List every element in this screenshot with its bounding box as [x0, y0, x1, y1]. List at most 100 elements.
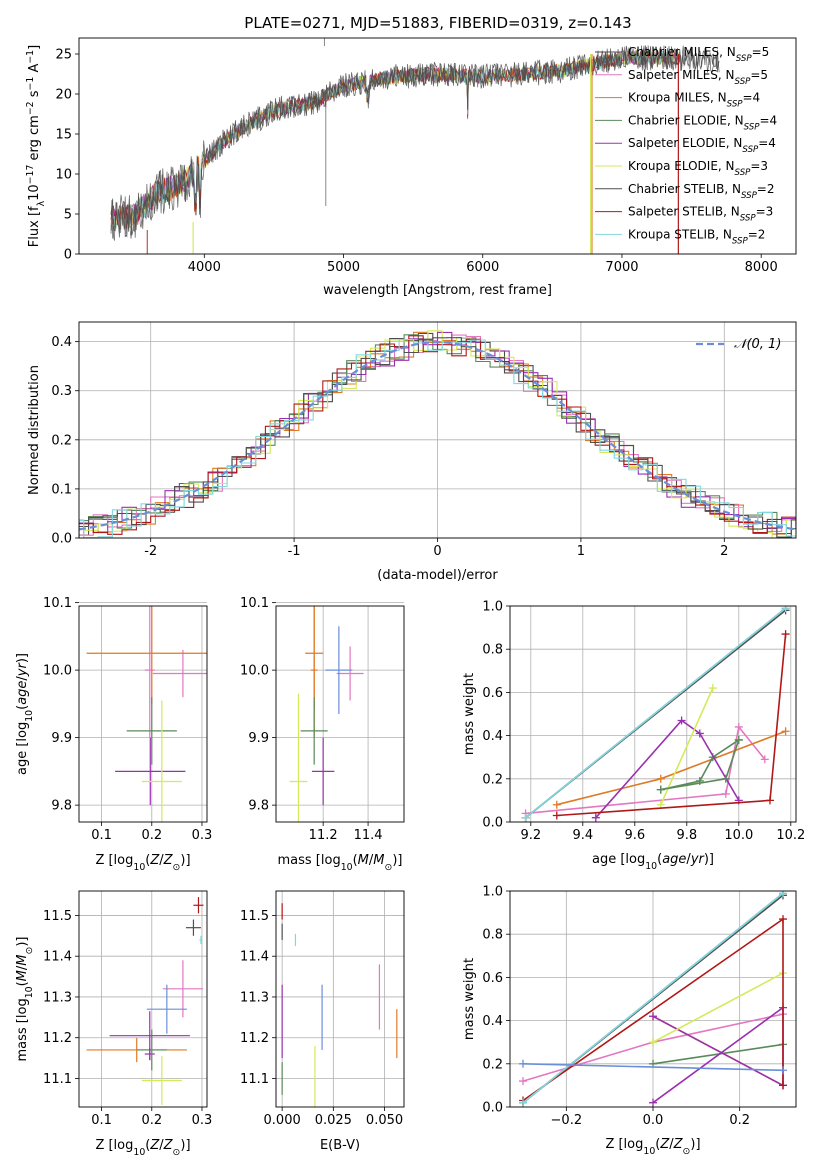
series-line: [525, 607, 787, 819]
errorbar-point: [325, 626, 353, 714]
x-axis-label: Z [log10(Z/Z⊙)]: [605, 1137, 700, 1157]
y-tick-label: 15: [55, 128, 72, 143]
residuals-plot-area: [79, 330, 796, 538]
y-axis-label: mass weight: [462, 673, 477, 755]
y-tick-label: 9.9: [248, 731, 269, 746]
y-tick-label: 0.4: [482, 729, 503, 744]
spectrum-plot-area: [110, 38, 720, 254]
x-tick-label: 0.2: [141, 1113, 162, 1128]
massweight_vs_age-panel: 9.2 9.4 9.6 9.8 10.0 10.2 0.0 0.2 0.4 0.6 0.8 1.0 ag…: [462, 600, 805, 872]
errorbar-point: [199, 549, 202, 563]
series-line: [652, 1006, 784, 1104]
mass_vs_Z-panel: 0.1 0.2 0.3 11.1 11.2 11.3 11.4 11.5 Z [log10(Z/…: [15, 890, 213, 1158]
series-marker: [552, 811, 561, 820]
x-axis-label: Z [log10(Z/Z⊙)]: [95, 853, 190, 873]
legend-entry: Salpeter MILES, NSSP=5: [628, 68, 768, 87]
series-marker: [519, 1059, 527, 1068]
x-tick-label: −0.2: [551, 1113, 583, 1128]
x-tick-label: 10.2: [776, 828, 805, 843]
series-marker: [519, 1077, 527, 1086]
x-tick-label: 5000: [327, 260, 360, 275]
x-axis-label: wavelength [Angstrom, rest frame]: [323, 283, 552, 298]
spectrum-frame: [78, 37, 797, 255]
spectrum-lines: [110, 38, 720, 254]
series-marker: [656, 774, 665, 783]
errorbar-point: [311, 737, 335, 806]
y-axis-label: mass weight: [462, 958, 477, 1040]
errorbar-point: [162, 960, 203, 1018]
series-marker: [591, 813, 600, 822]
x-axis-label: Z [log10(Z/Z⊙)]: [95, 1138, 190, 1158]
y-tick-label: 0.0: [51, 532, 72, 547]
figure-title: PLATE=0271, MJD=51883, FIBERID=0319, z=0…: [244, 14, 631, 32]
series-marker: [760, 755, 769, 764]
errorbar-point: [141, 700, 182, 822]
series: [552, 630, 790, 820]
errorbar-point: [146, 984, 187, 1034]
x-tick-label: 8000: [745, 260, 778, 275]
legend-entry: Salpeter STELIB, NSSP=3: [628, 205, 773, 224]
x-tick-label: 0.3: [192, 1113, 213, 1128]
series-marker: [766, 796, 774, 805]
y-tick-label: 1.0: [482, 885, 503, 900]
legend-entry: Kroupa STELIB, NSSP=2: [628, 227, 765, 246]
y-tick-label: 5: [64, 208, 72, 223]
series: [591, 716, 743, 822]
series-marker: [781, 630, 790, 639]
x-axis-label: (data-model)/error: [377, 568, 498, 583]
y-tick-label: 0.4: [51, 335, 72, 350]
y-tick-label: 11.2: [240, 1031, 269, 1046]
x-tick-label: 1: [577, 544, 585, 559]
x-tick-label: 11.4: [354, 828, 383, 843]
y-tick-label: 11.4: [43, 950, 72, 965]
series-marker: [779, 915, 787, 924]
y-tick-label: 11.3: [43, 990, 72, 1005]
x-tick-label: 9.4: [572, 828, 593, 843]
series-marker: [779, 1081, 787, 1090]
histogram-series: [79, 331, 796, 538]
series-marker: [721, 789, 730, 798]
histogram-group: [79, 330, 796, 538]
series-marker: [734, 722, 743, 731]
errorbar-group: [281, 903, 398, 1107]
x-tick-label: -2: [144, 544, 157, 559]
x-tick-label: 0.0: [643, 1113, 664, 1128]
series-marker: [519, 1098, 527, 1107]
series-line: [522, 1063, 784, 1072]
legend-entry: 𝒩(0, 1): [734, 337, 781, 352]
y-tick-label: 10.0: [240, 664, 269, 679]
errorbar-point: [289, 693, 308, 822]
y-axis-label: age [log10(age/yr)]: [15, 653, 35, 775]
series-marker: [677, 716, 686, 725]
massweight_vs_age-plot-area: [521, 606, 790, 822]
histogram-series: [79, 338, 796, 538]
y-axis-label: Flux [fλ10−17 erg cm−2 s−1 A−1]: [25, 45, 47, 247]
errorbar-group: [86, 549, 207, 822]
series-marker: [649, 1038, 657, 1047]
errorbar-group: [289, 606, 364, 822]
y-tick-label: 11.1: [43, 1072, 72, 1087]
y-tick-label: 9.9: [51, 731, 72, 746]
legend-entry: Salpeter ELODIE, NSSP=4: [628, 136, 776, 155]
y-tick-label: 11.1: [240, 1072, 269, 1087]
errorbar-point: [144, 606, 155, 738]
series-marker: [708, 684, 717, 693]
mass_vs_Z-plot-area: [86, 897, 204, 1105]
series-line: [595, 719, 740, 819]
mass_vs_ebv-plot-area: [281, 903, 398, 1107]
legend-entry: Chabrier STELIB, NSSP=2: [628, 182, 775, 201]
series: [649, 1003, 787, 1107]
errorbar-point: [182, 552, 202, 579]
y-tick-label: 0.0: [482, 1101, 503, 1116]
series-line: [660, 739, 740, 791]
y-tick-label: 0.3: [51, 384, 72, 399]
y-tick-label: 0.2: [51, 433, 72, 448]
series: [519, 891, 787, 1107]
errorbar-point: [193, 897, 204, 914]
x-axis-label: E(B-V): [320, 1138, 360, 1153]
x-tick-label: 0.2: [729, 1113, 750, 1128]
series-marker: [649, 1098, 657, 1107]
errorbar-point: [126, 697, 177, 765]
series: [656, 735, 743, 794]
